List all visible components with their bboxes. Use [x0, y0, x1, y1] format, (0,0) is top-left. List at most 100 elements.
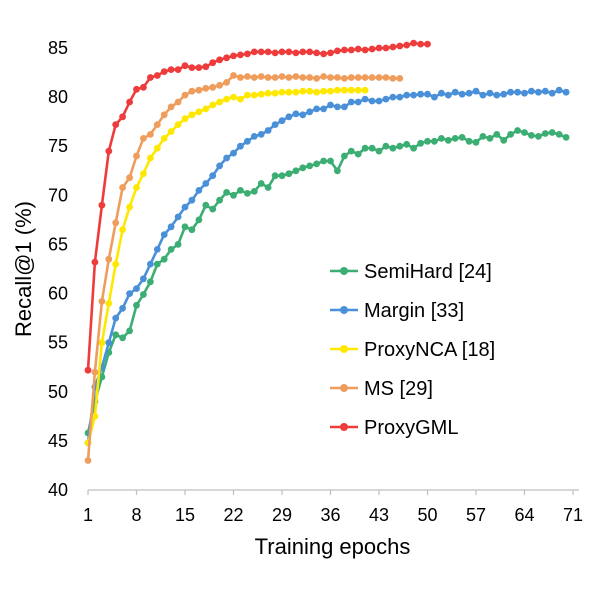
- data-point: [500, 90, 508, 98]
- data-point: [458, 134, 466, 141]
- data-point: [147, 278, 154, 286]
- data-point: [451, 135, 459, 142]
- data-point: [341, 103, 348, 111]
- data-point: [382, 44, 390, 52]
- legend: SemiHard [24] Margin [33] ProxyNCA [18] MS …: [330, 261, 495, 439]
- data-point: [389, 93, 397, 101]
- data-point: [451, 88, 459, 96]
- data-point: [375, 97, 383, 105]
- data-point: [313, 75, 320, 82]
- data-point: [382, 142, 390, 150]
- data-point: [174, 121, 182, 128]
- data-point: [403, 91, 411, 99]
- data-point: [216, 98, 224, 106]
- data-point: [230, 93, 237, 101]
- y-tick-label: 75: [48, 136, 68, 156]
- data-point: [105, 339, 113, 347]
- data-point: [188, 226, 196, 234]
- x-tick-label: 43: [369, 505, 389, 525]
- data-point: [105, 300, 113, 307]
- legend-label: Margin [33]: [364, 300, 464, 322]
- data-point: [361, 46, 369, 54]
- data-point: [334, 47, 341, 55]
- data-point: [271, 121, 279, 128]
- series-semihard-24: [84, 127, 570, 437]
- data-point: [133, 85, 140, 93]
- data-point: [354, 86, 362, 94]
- data-point: [327, 157, 334, 165]
- y-tick-label: 45: [48, 431, 68, 451]
- data-point: [327, 87, 334, 95]
- data-point: [327, 49, 334, 57]
- y-tick-label: 80: [48, 87, 68, 107]
- x-tick-label: 64: [514, 505, 534, 525]
- data-point: [361, 95, 369, 103]
- data-point: [368, 97, 376, 105]
- y-tick-label: 55: [48, 333, 68, 353]
- data-point: [438, 89, 445, 97]
- data-point: [431, 93, 438, 101]
- data-point: [528, 132, 535, 139]
- data-point: [119, 304, 126, 312]
- data-point: [299, 74, 307, 81]
- data-point: [119, 113, 126, 121]
- data-point: [479, 91, 487, 99]
- data-point: [541, 87, 549, 95]
- data-point: [257, 131, 265, 138]
- data-point: [271, 74, 279, 81]
- data-point: [493, 91, 501, 99]
- data-point: [126, 174, 133, 182]
- data-point: [341, 75, 348, 82]
- legend-item: Margin [33]: [330, 300, 464, 322]
- data-point: [140, 291, 147, 298]
- legend-label: MS [29]: [364, 378, 433, 400]
- data-point: [299, 48, 307, 56]
- data-point: [424, 40, 431, 48]
- data-point: [347, 74, 355, 81]
- data-point: [112, 314, 120, 322]
- x-tick-label: 29: [272, 505, 292, 525]
- data-point: [84, 457, 92, 464]
- data-point: [306, 87, 314, 95]
- data-point: [327, 74, 334, 81]
- data-point: [271, 49, 279, 57]
- data-point: [133, 285, 140, 292]
- data-point: [528, 87, 535, 95]
- data-point: [271, 172, 279, 180]
- data-point: [472, 138, 480, 146]
- data-point: [223, 189, 231, 196]
- data-point: [389, 43, 397, 51]
- data-point: [181, 91, 189, 99]
- data-point: [507, 131, 514, 138]
- data-point: [403, 41, 411, 49]
- data-point: [444, 91, 452, 99]
- data-point: [306, 74, 314, 81]
- data-point: [368, 45, 376, 53]
- data-point: [431, 137, 438, 145]
- data-point: [112, 121, 120, 128]
- data-point: [147, 154, 154, 162]
- y-tick-label: 50: [48, 382, 68, 402]
- data-point: [299, 164, 307, 172]
- data-point: [84, 366, 92, 374]
- data-point: [244, 73, 251, 80]
- data-point: [292, 167, 300, 175]
- data-point: [341, 86, 348, 94]
- data-point: [257, 180, 265, 187]
- data-point: [320, 157, 327, 165]
- data-point: [244, 91, 251, 99]
- data-point: [292, 49, 300, 57]
- data-point: [334, 103, 341, 111]
- data-point: [410, 39, 417, 47]
- data-point: [140, 170, 147, 178]
- data-point: [347, 98, 355, 106]
- data-point: [244, 50, 251, 58]
- data-point: [202, 201, 210, 209]
- data-point: [105, 255, 113, 263]
- data-point: [514, 127, 521, 134]
- data-point: [257, 90, 265, 98]
- series-line: [86, 88, 567, 444]
- data-point: [119, 226, 126, 234]
- data-point: [341, 152, 348, 160]
- data-point: [105, 147, 113, 155]
